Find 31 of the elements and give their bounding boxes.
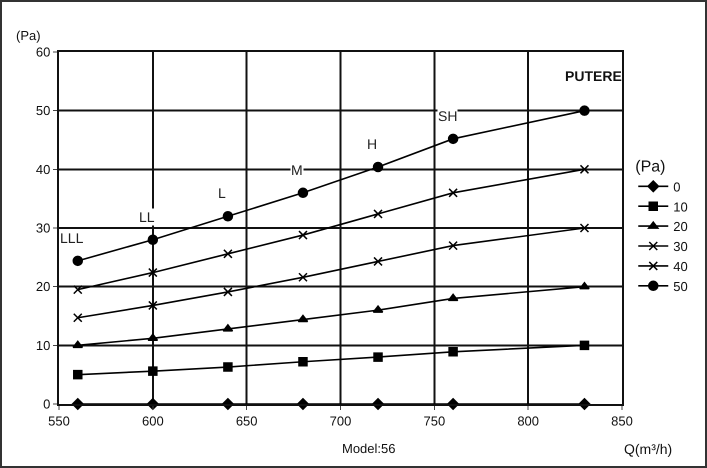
x-axis-title: Q(m³/h) [624,441,672,457]
x-tick-label: 850 [611,414,633,429]
legend-title: (Pa) [635,158,666,176]
legend-label: 10 [673,199,688,214]
y-tick-label: 20 [36,279,50,294]
annotation: L [218,185,226,201]
annotation: H [367,136,378,152]
legend-label: 0 [673,179,680,194]
legend-label: 50 [673,278,688,294]
x-tick-label: 750 [423,414,446,429]
y-tick-label: 10 [36,338,50,353]
legend-label: 40 [673,258,688,274]
y-axis-title: (Pa) [16,28,41,43]
x-tick-label: 650 [236,414,258,429]
y-tick-label: 60 [36,44,50,60]
x-tick-label: 600 [142,414,164,429]
y-tick-label: 50 [36,103,50,118]
y-tick-label: 40 [36,162,50,177]
x-tick-label: 700 [330,414,352,429]
annotation: SH [438,108,458,124]
legend-label: 20 [673,219,688,234]
annotation: M [291,162,303,178]
annotation: LLL [60,230,84,246]
legend-label: 30 [673,239,688,254]
x-tick-label: 800 [517,414,540,429]
x-tick-label: 550 [48,414,70,429]
y-tick-label: 0 [43,396,50,412]
text: Model:56 [342,441,396,456]
annotation: LL [139,209,155,225]
annotation: PUTERE [565,68,622,84]
y-tick-label: 30 [36,220,50,236]
